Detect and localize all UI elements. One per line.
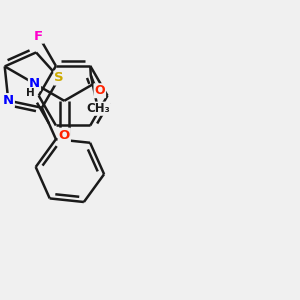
Text: S: S (54, 71, 64, 85)
Text: N: N (3, 94, 14, 107)
Text: N: N (29, 77, 40, 90)
Text: O: O (94, 84, 105, 97)
Text: O: O (58, 129, 70, 142)
Text: H: H (26, 88, 35, 98)
Text: F: F (34, 30, 43, 43)
Text: CH₃: CH₃ (86, 102, 110, 115)
